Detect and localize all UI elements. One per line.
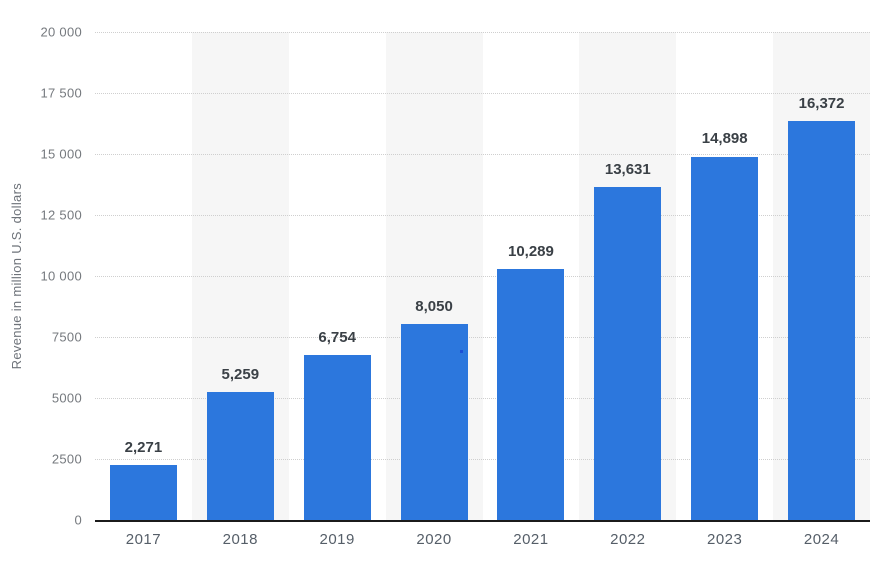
x-tick-2023: 2023 <box>707 531 743 548</box>
y-tick-2500: 2500 <box>51 451 82 467</box>
value-label-2022: 13,631 <box>604 161 651 179</box>
y-tick-0: 0 <box>74 512 82 528</box>
gridline-12500 <box>95 215 870 216</box>
value-label-2017: 2,271 <box>124 438 163 456</box>
value-label-2021: 10,289 <box>507 242 554 260</box>
y-tick-15000: 15 000 <box>40 146 82 162</box>
plot-area: 2,271 5,259 6,754 8,050 10,289 13,631 14,898 16… <box>95 32 870 522</box>
bar-2019[interactable] <box>303 355 371 520</box>
y-tick-20000: 20 000 <box>40 24 82 40</box>
stray-pixel-artifact <box>460 350 463 353</box>
gridline-2500 <box>95 459 870 460</box>
gridline-17500 <box>95 93 870 94</box>
x-tick-2019: 2019 <box>319 531 355 548</box>
x-tick-2017: 2017 <box>125 531 162 548</box>
y-tick-5000: 5000 <box>51 390 82 406</box>
bar-2018[interactable] <box>206 391 274 520</box>
gridline-15000 <box>95 154 870 155</box>
y-tick-17500: 17 500 <box>40 85 82 101</box>
value-label-2020: 8,050 <box>415 297 453 315</box>
bar-2021[interactable] <box>497 268 565 520</box>
value-label-2019: 6,754 <box>318 329 356 347</box>
value-label-2023: 14,898 <box>701 130 748 148</box>
gridline-5000 <box>95 398 870 399</box>
gridline-20000 <box>95 32 870 33</box>
bar-2017[interactable] <box>109 464 177 520</box>
gridline-7500 <box>95 337 870 338</box>
bar-2022[interactable] <box>594 187 662 520</box>
bar-2024[interactable] <box>788 120 856 520</box>
gridline-10000 <box>95 276 870 277</box>
y-tick-12500: 12 500 <box>40 207 82 223</box>
y-tick-7500: 7500 <box>51 329 82 345</box>
value-label-2024: 16,372 <box>798 94 845 112</box>
bar-2023[interactable] <box>691 156 759 520</box>
y-tick-10000: 10 000 <box>40 268 82 284</box>
x-tick-2018: 2018 <box>222 531 258 548</box>
value-label-2018: 5,259 <box>221 365 260 383</box>
x-tick-2024: 2024 <box>803 531 840 548</box>
bar-2020[interactable] <box>400 323 468 520</box>
x-tick-2021: 2021 <box>513 531 549 548</box>
x-tick-2022: 2022 <box>610 531 646 548</box>
x-tick-2020: 2020 <box>416 531 452 548</box>
